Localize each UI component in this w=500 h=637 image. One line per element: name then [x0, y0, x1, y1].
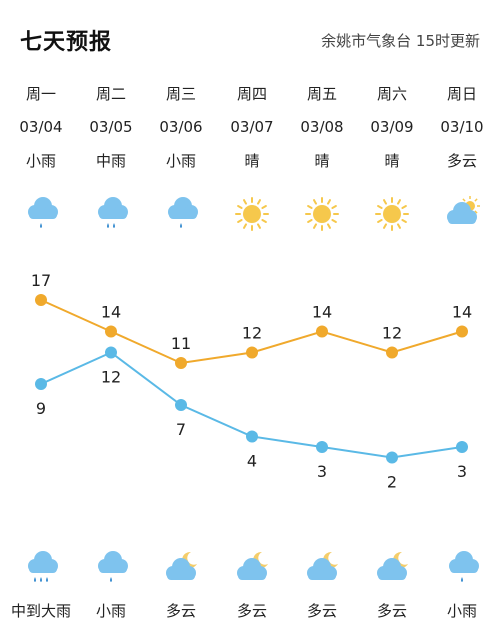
night-column: 小雨	[423, 548, 500, 621]
night-condition: 多云	[165, 602, 196, 620]
night-condition: 多云	[306, 602, 337, 620]
night-condition: 小雨	[446, 602, 477, 620]
date-label: 03/09	[370, 118, 414, 136]
day-condition: 中雨	[95, 152, 126, 170]
low-temp-label: 9	[36, 399, 46, 418]
low-temp-point	[316, 441, 328, 453]
high-temp-point	[316, 325, 328, 338]
night-column: 多云	[283, 548, 361, 621]
low-temp-point	[246, 430, 258, 443]
day-column: 周六 03/09 晴	[357, 82, 427, 234]
high-temp-label: 14	[101, 303, 121, 322]
day-condition: 晴	[244, 152, 260, 170]
date-label: 03/08	[300, 118, 344, 136]
night-condition: 多云	[236, 602, 267, 620]
high-temp-point	[35, 294, 47, 306]
low-temp-label: 4	[247, 452, 257, 471]
weekday-label: 周五	[306, 85, 337, 103]
night-column: 多云	[213, 548, 291, 621]
high-temp-point	[175, 357, 187, 369]
low-temp-label: 12	[101, 368, 121, 387]
high-temp-point	[246, 346, 258, 359]
low-temp-label: 7	[176, 420, 186, 439]
weekday-label: 周六	[376, 85, 407, 103]
temperature-chart: 17 14 11 12 14 12 14 9 12 7 4 3 2 3	[31, 271, 472, 492]
date-label: 03/04	[19, 118, 63, 136]
weekday-label: 周一	[25, 85, 56, 103]
high-temp-label: 14	[452, 303, 472, 322]
high-temp-label: 11	[171, 334, 191, 353]
low-temp-label: 3	[457, 462, 467, 481]
weekday-label: 周二	[95, 85, 126, 103]
high-temp-label: 14	[312, 303, 332, 322]
date-label: 03/05	[89, 118, 133, 136]
high-temp-point	[105, 325, 117, 338]
light-rain-icon	[161, 194, 201, 234]
sunny-icon	[232, 194, 272, 234]
high-temp-label: 12	[242, 324, 262, 343]
high-temp-label: 12	[382, 324, 402, 343]
cloudy-day-icon	[442, 194, 482, 234]
cloudy-night-icon	[161, 548, 201, 588]
low-temp-point	[105, 346, 117, 359]
high-temp-label: 17	[31, 271, 51, 290]
day-column: 周一 03/04 小雨	[6, 82, 76, 234]
light-rain-icon	[21, 194, 61, 234]
low-temp-point	[175, 399, 187, 411]
high-temp-point	[456, 325, 468, 338]
page-title: 七天预报	[20, 30, 113, 55]
night-column: 多云	[353, 548, 431, 621]
day-column: 周二 03/05 中雨	[76, 82, 146, 234]
heavy-rain-icon	[21, 548, 61, 588]
sunny-icon	[372, 194, 412, 234]
day-column: 周日 03/10 多云	[427, 82, 497, 234]
night-column: 多云	[142, 548, 220, 621]
night-column: 小雨	[72, 548, 150, 621]
cloudy-night-icon	[302, 548, 342, 588]
low-temp-label: 2	[387, 473, 397, 492]
night-condition: 多云	[376, 602, 407, 620]
low-temp-point	[35, 378, 47, 390]
low-temp-point	[386, 451, 398, 464]
night-condition: 小雨	[95, 602, 126, 620]
cloudy-night-icon	[372, 548, 412, 588]
day-column: 周三 03/06 小雨	[146, 82, 216, 234]
night-condition: 中到大雨	[10, 602, 71, 620]
moderate-rain-icon	[91, 194, 131, 234]
cloudy-night-icon	[232, 548, 272, 588]
sunny-icon	[302, 194, 342, 234]
day-condition: 晴	[384, 152, 400, 170]
light-rain-icon	[442, 548, 482, 588]
high-temp-point	[386, 346, 398, 359]
update-source: 余姚市气象台 15时更新	[321, 32, 480, 50]
low-temp-label: 3	[317, 462, 327, 481]
low-temp-point	[456, 441, 468, 453]
weekday-label: 周四	[236, 85, 267, 103]
day-condition: 晴	[314, 152, 330, 170]
day-condition: 多云	[446, 152, 477, 170]
day-condition: 小雨	[25, 152, 56, 170]
date-label: 03/10	[440, 118, 484, 136]
weekday-label: 周日	[446, 85, 477, 103]
day-column: 周四 03/07 晴	[217, 82, 287, 234]
night-column: 中到大雨	[2, 548, 80, 621]
date-label: 03/07	[230, 118, 274, 136]
light-rain-icon	[91, 548, 131, 588]
day-column: 周五 03/08 晴	[287, 82, 357, 234]
forecast-header: 七天预报 余姚市气象台 15时更新	[0, 0, 500, 70]
weekday-label: 周三	[165, 85, 196, 103]
date-label: 03/06	[159, 118, 203, 136]
day-condition: 小雨	[165, 152, 196, 170]
